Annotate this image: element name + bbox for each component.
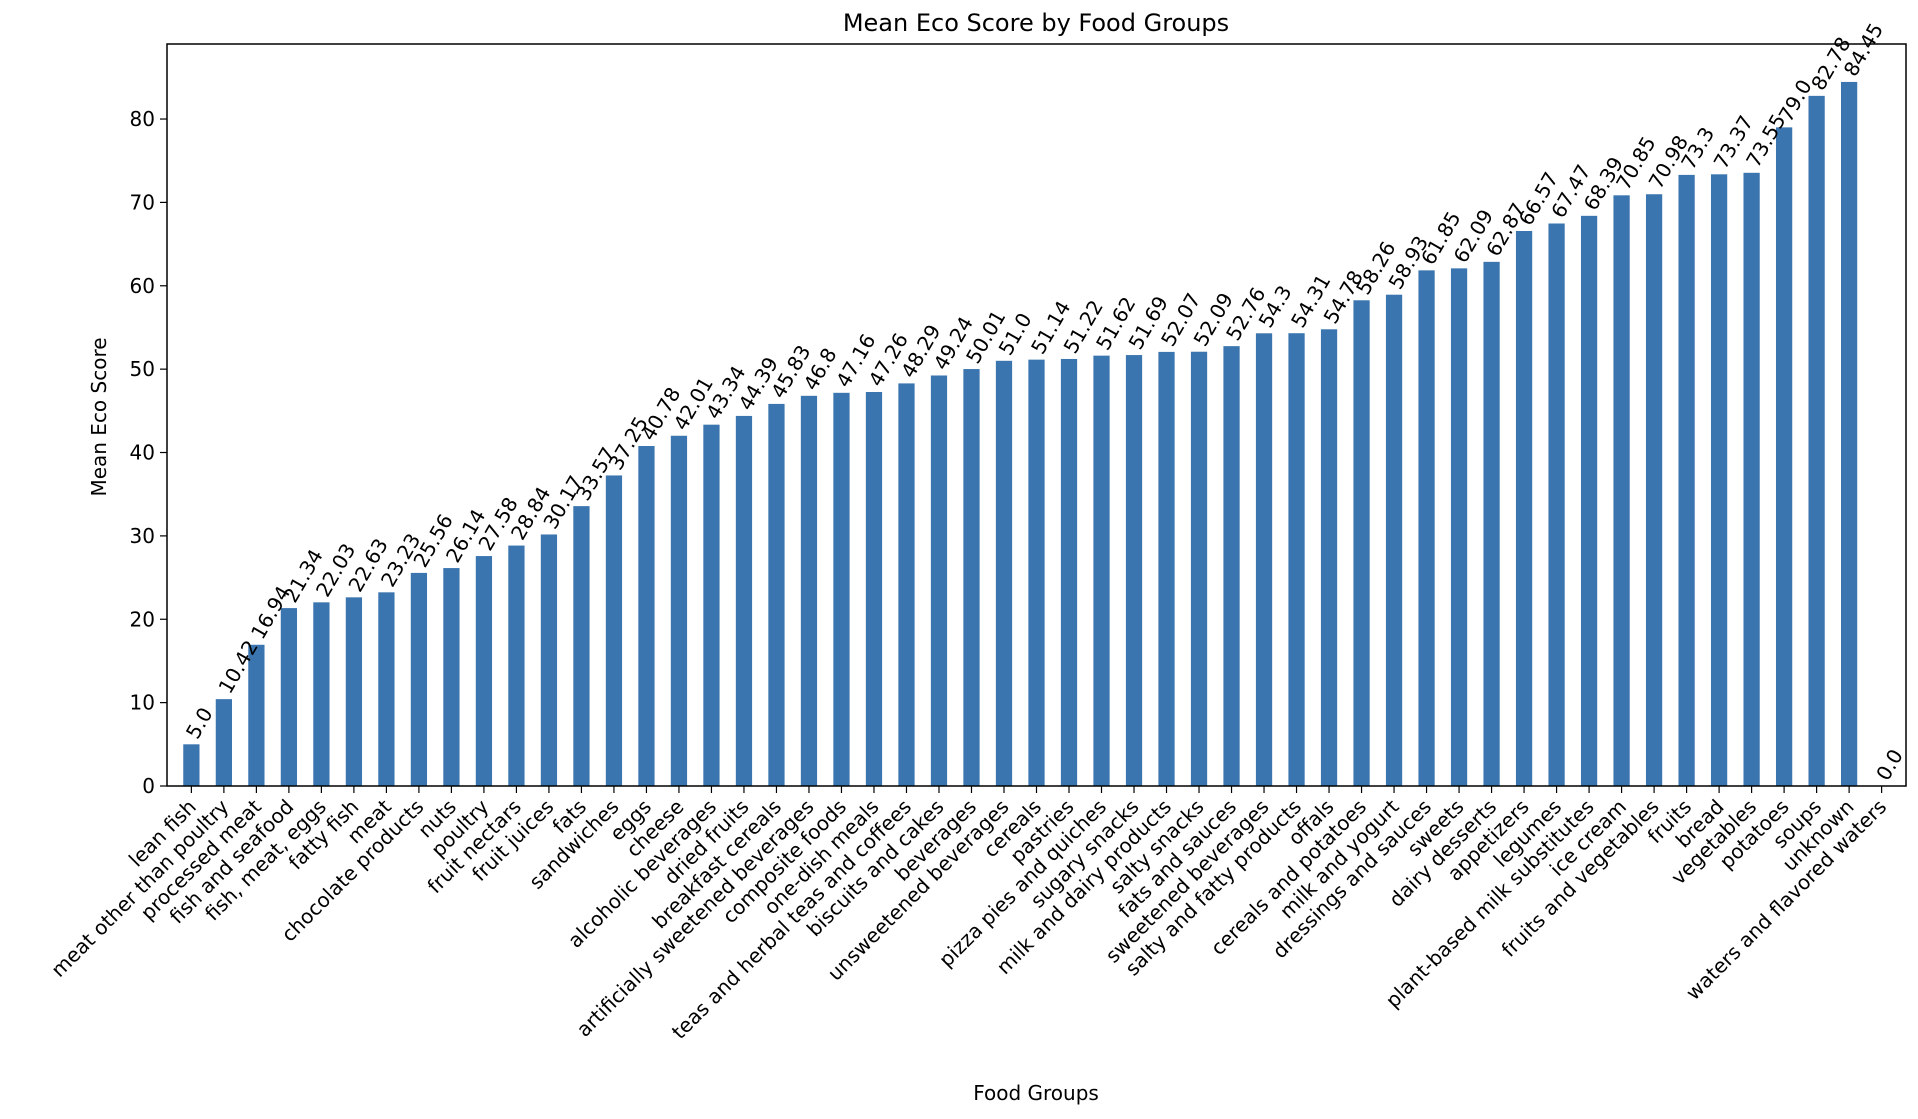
plot-frame xyxy=(166,43,1907,787)
bar xyxy=(1775,127,1793,786)
bar xyxy=(898,383,915,786)
bar xyxy=(1288,333,1305,786)
bar xyxy=(1320,329,1338,786)
bar xyxy=(1125,355,1143,786)
bar xyxy=(1710,174,1728,786)
x-axis-label: Food Groups xyxy=(973,1081,1099,1105)
bar xyxy=(1353,300,1370,786)
bar xyxy=(1743,172,1760,786)
y-axis-label: Mean Eco Score xyxy=(87,337,111,496)
bar xyxy=(313,602,330,786)
y-tick-label: 70 xyxy=(130,190,155,214)
bar xyxy=(1515,231,1533,786)
bar xyxy=(605,475,623,786)
y-tick-label: 80 xyxy=(130,107,155,131)
bar xyxy=(930,375,948,786)
bar xyxy=(1808,95,1825,786)
bar xyxy=(1613,195,1630,786)
bar xyxy=(1190,351,1208,786)
bar xyxy=(1223,346,1240,786)
bar xyxy=(1385,294,1403,786)
bar xyxy=(410,572,428,786)
bar xyxy=(670,435,688,786)
bar-value-label: 0.0 xyxy=(1871,745,1908,785)
bar xyxy=(995,360,1013,786)
y-tick-label: 20 xyxy=(130,607,155,631)
y-tick-label: 40 xyxy=(130,441,155,465)
y-tick-label: 0 xyxy=(142,774,155,798)
bar xyxy=(183,744,200,786)
bar xyxy=(1678,174,1695,786)
bar xyxy=(1840,81,1858,786)
y-tick-label: 60 xyxy=(130,274,155,298)
bar xyxy=(1418,270,1435,786)
bar xyxy=(1060,358,1078,786)
y-tick-label: 50 xyxy=(130,357,155,381)
bar xyxy=(1093,355,1110,786)
bar xyxy=(345,597,363,786)
bar xyxy=(378,592,395,786)
bar xyxy=(638,446,655,786)
bar xyxy=(768,403,785,786)
bar xyxy=(215,699,233,786)
bar xyxy=(248,644,265,786)
bar xyxy=(443,568,460,786)
chart-title: Mean Eco Score by Food Groups xyxy=(843,9,1229,37)
bar xyxy=(573,506,590,786)
bar xyxy=(963,369,980,786)
bar xyxy=(703,424,720,786)
bar xyxy=(1548,223,1565,786)
bar xyxy=(1450,268,1468,786)
bar xyxy=(735,415,753,786)
bar xyxy=(508,545,525,786)
bar xyxy=(1580,215,1598,786)
bar xyxy=(1645,194,1663,787)
bar xyxy=(1028,359,1045,786)
bar xyxy=(280,608,298,786)
bar xyxy=(833,392,850,786)
bar xyxy=(475,556,493,786)
bar xyxy=(865,391,883,786)
bars-group xyxy=(183,81,1858,787)
bar xyxy=(540,534,558,786)
bar xyxy=(1483,261,1500,786)
y-tick-label: 10 xyxy=(130,691,155,715)
bar xyxy=(1255,333,1273,786)
y-tick-label: 30 xyxy=(130,524,155,548)
bar xyxy=(800,395,818,786)
bar-value-label: 5.0 xyxy=(181,703,218,743)
bar xyxy=(1158,351,1175,786)
y-axis: 0 10 20 30 40 50 60 70 80 xyxy=(130,107,167,798)
